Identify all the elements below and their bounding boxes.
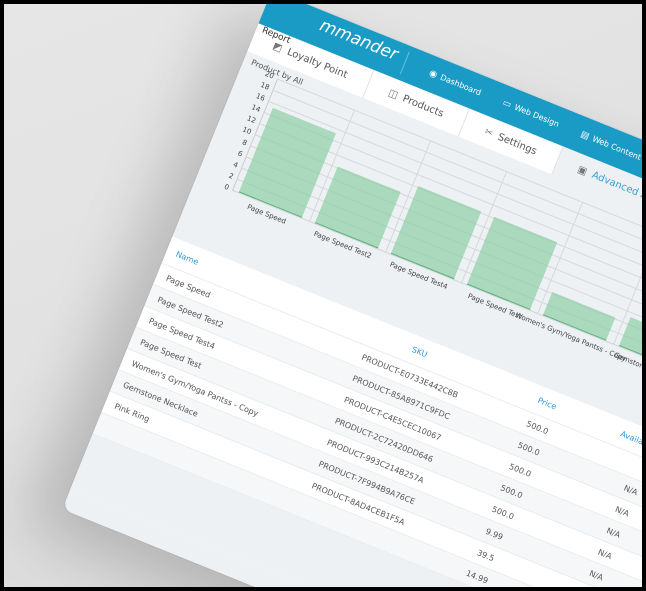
y-tick-label: 6: [236, 149, 244, 159]
y-tick-label: 10: [241, 125, 253, 137]
analytics-icon: ▣: [575, 163, 589, 178]
y-tick-label: 18: [259, 80, 271, 92]
y-tick-label: 12: [245, 114, 258, 126]
settings-icon: ✂: [482, 125, 495, 140]
y-tick-label: 16: [254, 92, 267, 103]
tab-label: Settings: [496, 131, 539, 157]
background: mmander ◉ Dashboard ▭ Web Design ▤ Web Conten…: [4, 4, 642, 587]
app-window: mmander ◉ Dashboard ▭ Web Design ▤ Web Conten…: [62, 4, 642, 587]
y-tick-label: 14: [250, 103, 262, 114]
box-icon: ◫: [386, 87, 400, 101]
y-tick-label: 2: [227, 171, 235, 181]
y-tick-label: 4: [231, 160, 240, 170]
x-tick-label: Gemstone Necklace: [612, 351, 642, 385]
y-tick-label: 8: [240, 138, 249, 148]
y-tick-label: 0: [222, 182, 231, 192]
divider: [399, 51, 410, 75]
